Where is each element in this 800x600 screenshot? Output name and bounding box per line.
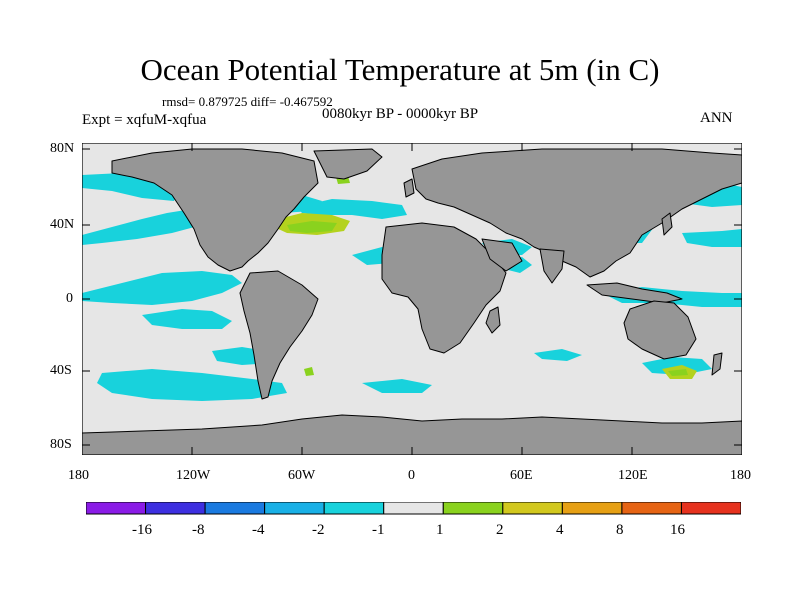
x-tick-label: 60E bbox=[510, 468, 533, 483]
colorbar-label: 2 bbox=[496, 522, 504, 538]
colorbar-box bbox=[204, 502, 266, 515]
land-india bbox=[539, 248, 565, 284]
land-australia bbox=[623, 300, 697, 360]
land-indonesia bbox=[586, 282, 683, 304]
land-japan bbox=[661, 212, 673, 236]
period-label: 0080kyr BP - 0000kyr BP bbox=[322, 106, 479, 122]
colorbar-label: 1 bbox=[436, 522, 444, 538]
colorbar-box bbox=[145, 502, 206, 515]
colorbar bbox=[86, 502, 741, 515]
land-madagascar bbox=[485, 306, 501, 334]
colorbar-box bbox=[86, 502, 147, 515]
x-tick-label: 0 bbox=[408, 468, 415, 483]
colorbar-box bbox=[383, 502, 444, 515]
colorbar-box bbox=[264, 502, 325, 515]
colorbar-box bbox=[680, 502, 741, 515]
colorbar-label: -2 bbox=[312, 522, 325, 538]
colorbar-box bbox=[621, 502, 682, 515]
experiment-label: Expt = xqfuM-xqfua bbox=[82, 112, 207, 128]
x-tick-label: 60W bbox=[288, 468, 316, 483]
y-tick-label: 40S bbox=[50, 363, 72, 378]
positive-anomaly-regions bbox=[264, 176, 697, 379]
land-antarctica bbox=[82, 414, 742, 455]
land-south-america bbox=[239, 270, 319, 400]
land-north-america bbox=[111, 148, 319, 272]
x-tick-label: 120W bbox=[176, 468, 211, 483]
x-tick-label: 180 bbox=[730, 468, 751, 483]
land-new-zealand bbox=[711, 352, 723, 376]
y-tick-label: 0 bbox=[66, 291, 73, 306]
land-africa bbox=[381, 222, 507, 354]
colorbar-label: -4 bbox=[252, 522, 265, 538]
colorbar-label: -1 bbox=[372, 522, 385, 538]
colorbar-box bbox=[561, 502, 623, 515]
world-map bbox=[82, 143, 742, 455]
season-label: ANN bbox=[700, 110, 733, 126]
y-axis-ticks bbox=[82, 148, 742, 446]
colorbar-box bbox=[502, 502, 563, 515]
colorbar-box bbox=[442, 502, 504, 515]
colorbar-box bbox=[323, 502, 385, 515]
y-tick-label: 40N bbox=[50, 217, 75, 232]
colorbar-label: 16 bbox=[670, 522, 685, 538]
colorbar-label: 8 bbox=[616, 522, 624, 538]
x-tick-label: 120E bbox=[618, 468, 648, 483]
land-greenland bbox=[313, 148, 383, 180]
land-eurasia bbox=[411, 148, 742, 278]
colorbar-label: 4 bbox=[556, 522, 564, 538]
y-tick-label: 80N bbox=[50, 141, 75, 156]
colorbar-label: -16 bbox=[132, 522, 152, 538]
x-axis-ticks bbox=[82, 143, 742, 455]
stats-text: rmsd= 0.879725 diff= -0.467592 bbox=[162, 94, 333, 109]
x-tick-label: 180 bbox=[68, 468, 89, 483]
land-masses bbox=[82, 148, 742, 455]
y-tick-label: 80S bbox=[50, 437, 72, 452]
chart-title: Ocean Potential Temperature at 5m (in C) bbox=[140, 52, 660, 87]
colorbar-label: -8 bbox=[192, 522, 205, 538]
land-uk bbox=[403, 178, 415, 198]
land-arabia bbox=[481, 238, 523, 272]
